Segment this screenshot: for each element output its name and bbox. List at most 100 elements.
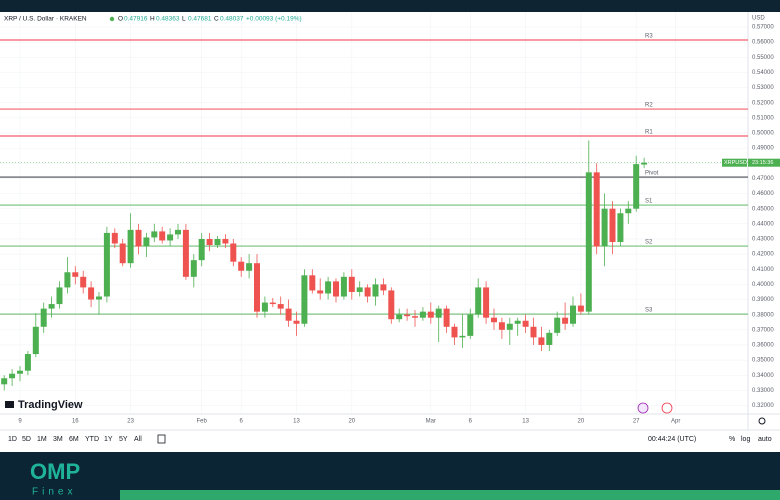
footer-brand: OMP — [30, 459, 80, 484]
symbol-title: XRP / U.S. Dollar · KRAKEN — [4, 16, 87, 23]
compare-icon[interactable] — [157, 434, 166, 444]
range-button[interactable]: 5Y — [119, 436, 128, 443]
y-tick-label: 0.53000 — [752, 85, 774, 91]
event-icon[interactable] — [661, 402, 673, 414]
candle-body — [159, 231, 166, 241]
candle-body — [570, 305, 576, 324]
candle-body — [206, 238, 213, 246]
range-button[interactable]: 3M — [53, 436, 63, 443]
candle-body — [48, 304, 55, 309]
x-tick-label: 16 — [72, 419, 79, 425]
x-tick-label: 13 — [522, 419, 529, 425]
y-tick-label: 0.55000 — [752, 55, 774, 61]
candle-body — [175, 229, 181, 235]
y-tick-label: 0.47000 — [752, 176, 774, 182]
candle-body — [633, 164, 640, 209]
candle-body — [530, 326, 537, 338]
pivot-label: S3 — [645, 308, 653, 314]
range-button[interactable]: YTD — [85, 436, 99, 443]
price-tag-bg — [748, 158, 780, 167]
range-button[interactable]: 5D — [22, 436, 31, 443]
y-tick-label: 0.49000 — [752, 146, 774, 152]
scale-option[interactable]: log — [741, 436, 750, 443]
candle-body — [111, 232, 118, 244]
candle-body — [412, 316, 418, 318]
candle-body — [309, 275, 316, 291]
y-tick-label: 0.41000 — [752, 267, 774, 273]
symbol-tag-bg — [722, 158, 747, 167]
candle-body — [625, 208, 632, 214]
candle-body — [380, 284, 387, 291]
ohlc-value: 0.48037 — [220, 16, 244, 23]
ohlc-value: 0.48363 — [156, 16, 180, 23]
candle-body — [151, 231, 158, 238]
candle-body — [9, 373, 16, 379]
x-tick-label: 6 — [240, 419, 244, 425]
candle-body — [514, 320, 521, 324]
y-tick-label: 0.36000 — [752, 343, 774, 349]
candle-body — [601, 208, 608, 247]
range-button[interactable]: 6M — [69, 436, 79, 443]
candle-body — [325, 281, 332, 294]
candle-body — [190, 260, 197, 277]
clock: 00:44:24 (UTC) — [648, 436, 696, 443]
candle-body — [88, 287, 95, 300]
candle-body — [222, 238, 229, 244]
candle-body — [80, 276, 87, 288]
x-tick-label: 9 — [18, 419, 22, 425]
pivot-label: Pivot — [645, 171, 659, 177]
candle-body — [546, 332, 553, 345]
candle-body — [24, 354, 31, 371]
candle-body — [617, 213, 624, 242]
ohlc-value: 0.47916 — [124, 16, 148, 23]
y-tick-label: 0.35000 — [752, 358, 774, 364]
candle-body — [167, 234, 174, 241]
candle-body — [435, 308, 442, 318]
y-tick-label: 0.46000 — [752, 191, 774, 197]
pivot-label: R3 — [645, 34, 653, 40]
candle-body — [72, 272, 79, 277]
candle-body — [585, 172, 592, 312]
footer-strip — [120, 490, 780, 500]
candle-body — [230, 243, 237, 262]
candle-body — [238, 261, 245, 271]
range-button[interactable]: 1M — [37, 436, 47, 443]
event-icon[interactable] — [637, 402, 649, 414]
candle-body — [609, 208, 616, 242]
candle-body — [261, 302, 268, 312]
range-button[interactable]: 1D — [8, 436, 17, 443]
currency-label: USD — [752, 16, 765, 22]
candle-body — [269, 302, 276, 305]
candle-body — [277, 304, 284, 309]
y-tick-label: 0.42000 — [752, 252, 774, 258]
y-tick-label: 0.51000 — [752, 115, 774, 121]
candle-body — [103, 232, 110, 297]
scale-option[interactable]: % — [729, 436, 735, 443]
candle-body — [396, 314, 403, 320]
ohlc-letter: C — [214, 16, 219, 23]
y-tick-label: 0.40000 — [752, 282, 774, 288]
candle-body — [554, 317, 561, 333]
range-button[interactable]: 1Y — [104, 436, 113, 443]
change: +0.00093 (+0.19%) — [246, 16, 302, 23]
pivot-label: R2 — [645, 103, 653, 109]
y-tick-label: 0.34000 — [752, 373, 774, 379]
scale-option[interactable]: auto — [758, 436, 772, 443]
candle-body — [348, 276, 355, 292]
settings-icon[interactable] — [758, 417, 766, 425]
x-tick-label: 6 — [469, 419, 473, 425]
x-tick-label: 13 — [293, 419, 300, 425]
candle-body — [577, 305, 584, 312]
candle-body — [491, 317, 497, 323]
ohlc-letter: O — [118, 16, 123, 23]
candle-body — [333, 281, 339, 297]
ohlc-letter: H — [150, 16, 155, 23]
candle-body — [143, 237, 150, 247]
y-tick-label: 0.57000 — [752, 25, 774, 31]
candle-body — [498, 322, 505, 330]
candle-body — [254, 263, 260, 312]
range-button[interactable]: All — [134, 436, 142, 443]
candle-body — [372, 284, 379, 297]
y-tick-label: 0.37000 — [752, 327, 774, 333]
